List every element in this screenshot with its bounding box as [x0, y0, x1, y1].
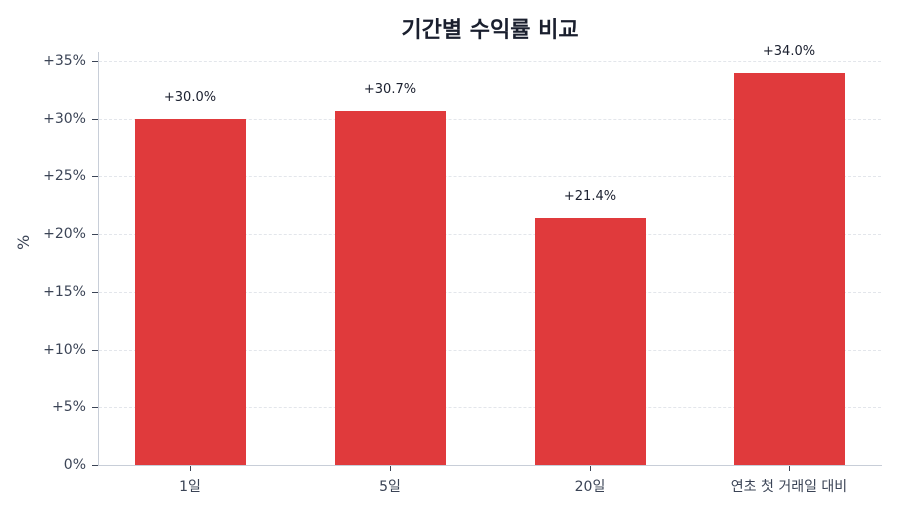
- gridline: [99, 350, 881, 351]
- x-tick-mark: [390, 466, 391, 471]
- x-tick-label: 20일: [574, 479, 606, 495]
- bar: [134, 118, 246, 465]
- y-tick-label: +20%: [43, 226, 86, 242]
- y-tick-mark: [92, 465, 98, 466]
- x-axis-line: [98, 465, 882, 466]
- y-tick-label: +15%: [43, 284, 86, 300]
- y-tick-label: +25%: [43, 168, 86, 184]
- y-tick-mark: [92, 234, 98, 235]
- x-tick-label: 5일: [379, 479, 401, 495]
- y-tick-mark: [92, 176, 98, 177]
- y-axis-line: [98, 52, 99, 466]
- y-tick-mark: [92, 407, 98, 408]
- y-tick-mark: [92, 61, 98, 62]
- y-tick-label: +5%: [52, 399, 86, 415]
- y-tick-label: 0%: [63, 457, 86, 473]
- bar: [334, 110, 446, 465]
- gridline: [99, 234, 881, 235]
- y-tick-mark: [92, 119, 98, 120]
- bar: [733, 72, 845, 465]
- x-tick-mark: [190, 466, 191, 471]
- y-tick-mark: [92, 350, 98, 351]
- gridline: [99, 61, 881, 62]
- bar-value-label: +30.0%: [163, 89, 217, 105]
- chart-title: 기간별 수익률 비교: [401, 18, 579, 43]
- gridline: [99, 119, 881, 120]
- y-tick-label: +10%: [43, 342, 86, 358]
- bar: [534, 217, 646, 465]
- x-tick-label: 연초 첫 거래일 대비: [730, 479, 848, 495]
- y-tick-label: +30%: [43, 111, 86, 127]
- y-axis-label: %: [14, 234, 33, 250]
- gridline: [99, 407, 881, 408]
- bar-value-label: +21.4%: [563, 188, 617, 204]
- x-tick-mark: [590, 466, 591, 471]
- bar-value-label: +30.7%: [363, 81, 417, 97]
- gridline: [99, 176, 881, 177]
- bar-value-label: +34.0%: [762, 43, 816, 59]
- y-tick-mark: [92, 292, 98, 293]
- y-tick-label: +35%: [43, 53, 86, 69]
- x-tick-label: 1일: [179, 479, 201, 495]
- x-tick-mark: [789, 466, 790, 471]
- gridline: [99, 292, 881, 293]
